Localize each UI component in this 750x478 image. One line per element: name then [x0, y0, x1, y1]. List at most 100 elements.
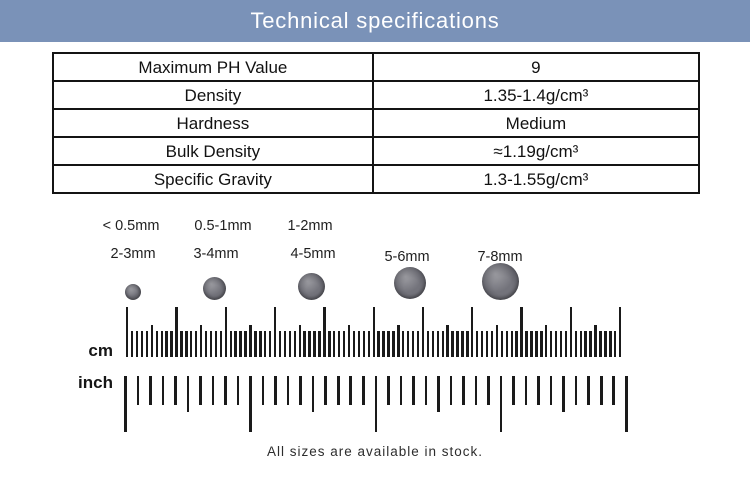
cm-ruler	[126, 307, 622, 357]
size-label: < 0.5mm	[102, 218, 160, 234]
ruler-tick	[549, 376, 553, 405]
ruler-tick	[211, 376, 215, 405]
size-label: 0.5-1mm	[194, 218, 252, 234]
ruler-tick	[589, 331, 592, 357]
ruler-tick	[318, 331, 321, 357]
ruler-tick	[411, 331, 415, 357]
ruler-tick	[480, 331, 484, 357]
ruler-tick	[436, 331, 439, 357]
ruler-tick	[278, 331, 282, 357]
ruler-tick	[367, 331, 370, 357]
ruler-tick	[587, 376, 591, 405]
ruler-tick	[564, 331, 568, 357]
value-cell: 1.3-1.55g/cm³	[371, 164, 701, 194]
ruler-tick	[540, 331, 543, 357]
ruler-tick	[186, 376, 190, 412]
property-cell: Density	[52, 80, 374, 110]
ruler-tick	[372, 307, 375, 357]
ruler-tick	[594, 325, 597, 357]
cm-unit-label: cm	[88, 341, 113, 360]
ruler-tick	[190, 331, 193, 357]
ruler-tick	[140, 331, 144, 357]
ruler-tick	[476, 331, 479, 357]
ruler-tick	[126, 307, 129, 357]
ruler-tick	[185, 331, 188, 357]
product-ball-4-5mm	[298, 273, 325, 300]
ruler-tick	[537, 376, 540, 405]
ruler-tick	[273, 307, 277, 357]
ruler-tick	[286, 376, 290, 405]
ruler-tick	[535, 331, 538, 357]
inch-ruler	[124, 376, 630, 433]
product-ball-3-4mm	[203, 277, 226, 300]
ruler-tick	[549, 331, 553, 357]
ruler-tick	[308, 331, 311, 357]
ruler-tick	[195, 331, 198, 357]
ruler-tick	[399, 376, 403, 405]
ruler-tick	[495, 325, 499, 357]
ruler-tick	[619, 307, 622, 357]
page-title: Technical specifications	[250, 8, 500, 33]
ruler-tick	[161, 376, 165, 405]
ruler-tick	[524, 376, 528, 405]
table-row: Hardness Medium	[52, 108, 701, 138]
property-cell: Hardness	[52, 108, 374, 138]
ruler-tick	[559, 331, 563, 357]
ruler-tick	[449, 376, 453, 405]
table-row: Bulk Density ≈1.19g/cm³	[52, 136, 701, 166]
ruler-tick	[288, 331, 292, 357]
ruler-tick	[402, 331, 405, 357]
ruler-tick	[145, 331, 149, 357]
ruler-tick	[446, 325, 449, 357]
ruler-tick	[349, 376, 353, 405]
ruler-tick	[392, 331, 395, 357]
ruler-tick	[500, 331, 504, 357]
ruler-tick	[362, 331, 366, 357]
ruler-tick	[199, 376, 202, 405]
ruler-tick	[614, 331, 617, 357]
ruler-tick	[545, 325, 548, 357]
ruler-tick	[530, 331, 533, 357]
property-cell: Bulk Density	[52, 136, 374, 166]
ruler-tick	[599, 331, 602, 357]
ruler-tick	[160, 331, 163, 357]
ruler-tick	[487, 376, 490, 405]
ruler-tick	[407, 331, 410, 357]
ruler-tick	[170, 331, 173, 357]
ruler-tick	[136, 376, 140, 405]
ruler-tick	[259, 331, 262, 357]
ruler-tick	[174, 376, 177, 405]
ruler-tick	[224, 376, 227, 405]
ruler-tick	[397, 325, 400, 357]
ruler-tick	[387, 376, 390, 405]
ruler-tick	[512, 376, 515, 405]
ruler-tick	[293, 331, 296, 357]
ruler-tick	[510, 331, 513, 357]
size-label: 5-6mm	[384, 249, 430, 265]
ruler-tick	[412, 376, 415, 405]
value-cell: Medium	[371, 108, 701, 138]
ruler-tick	[313, 331, 316, 357]
ruler-tick	[569, 307, 573, 357]
ruler-tick	[303, 331, 306, 357]
ruler-tick	[249, 376, 252, 432]
ruler-tick	[554, 331, 558, 357]
value-cell: ≈1.19g/cm³	[371, 136, 701, 166]
ruler-tick	[461, 331, 464, 357]
ruler-tick	[149, 376, 152, 405]
ruler-tick	[236, 376, 240, 405]
property-cell: Specific Gravity	[52, 164, 374, 194]
property-cell: Maximum PH Value	[52, 52, 374, 82]
ruler-tick	[562, 376, 565, 412]
ruler-tick	[244, 331, 247, 357]
value-cell: 9	[371, 52, 701, 82]
ruler-tick	[357, 331, 361, 357]
ruler-tick	[574, 376, 578, 405]
ruler-tick	[466, 331, 469, 357]
ruler-tick	[377, 331, 380, 357]
ruler-tick	[264, 331, 267, 357]
ruler-tick	[214, 331, 218, 357]
size-label: 2-3mm	[110, 246, 156, 262]
ruler-tick	[462, 376, 465, 405]
